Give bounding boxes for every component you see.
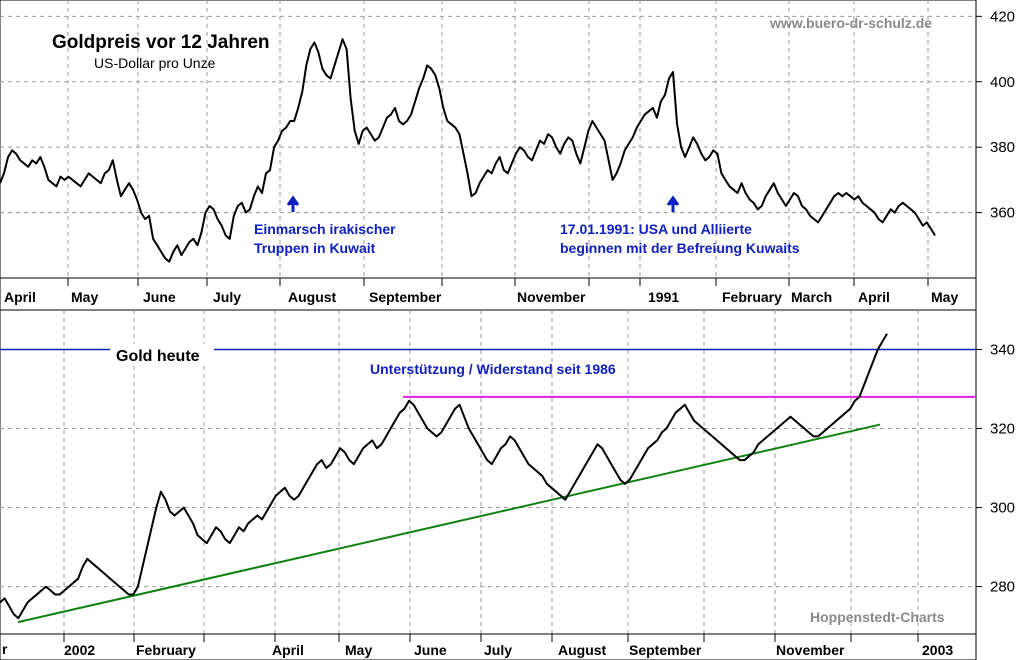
x-tick-label: February: [136, 642, 196, 658]
y-tick-label: 400: [990, 74, 1015, 91]
x-tick-label: May: [71, 289, 98, 305]
x-tick-label: May: [345, 642, 372, 658]
x-tick-label: June: [414, 642, 447, 658]
gold-price-line: [0, 333, 888, 620]
x-tick-label: 1991: [648, 289, 679, 305]
up-arrow-icon: [286, 195, 300, 212]
x-tick-label: February: [722, 289, 782, 305]
x-tick-label: September: [629, 642, 702, 658]
y-tick-label: 300: [990, 500, 1015, 517]
y-tick-label: 280: [990, 579, 1015, 596]
x-tick-label: 2003: [922, 642, 953, 658]
x-tick-label: May: [931, 289, 958, 305]
top-price-series: [0, 38, 936, 263]
bottom-x-fragment: r: [2, 641, 8, 657]
gold-today-label: Gold heute: [116, 348, 200, 365]
x-tick-label: July: [213, 289, 241, 305]
gold-price-line: [0, 38, 936, 263]
website-watermark: www.buero-dr-schulz.de: [769, 15, 932, 31]
x-tick-label: April: [4, 289, 36, 305]
top-x-axis: April May June July August September November 1…: [4, 278, 958, 305]
x-tick-label: 2002: [64, 642, 95, 658]
top-y-axis: 360 380 400 420: [976, 8, 1015, 222]
x-tick-label: June: [143, 289, 176, 305]
bottom-x-axis: 2002 February April May June July August Septem…: [63, 634, 953, 658]
y-tick-label: 320: [990, 421, 1015, 438]
x-tick-label: March: [791, 289, 832, 305]
bottom-chart-panel: 280 300 320 340 2002 February April May June Jul…: [0, 309, 1015, 660]
bottom-gridlines: [0, 310, 976, 634]
liberation-annotation-line2: beginnen mit der Befreiung Kuwaits: [560, 240, 800, 256]
top-x-axis-band: [0, 277, 977, 311]
gold-today-label-bg: [110, 344, 214, 366]
liberation-annotation-line1: 17.01.1991: USA und Alliierte: [560, 221, 752, 237]
support-resistance-label: Unterstützung / Widerstand seit 1986: [370, 361, 616, 377]
y-tick-label: 360: [990, 205, 1015, 222]
y-tick-label: 420: [990, 8, 1015, 25]
event-marker-liberation: 17.01.1991: USA und Alliierte beginnen m…: [560, 195, 800, 256]
invasion-annotation-line2: Truppen in Kuwait: [254, 240, 376, 256]
top-gridlines: [0, 0, 976, 278]
event-marker-invasion: Einmarsch irakischer Truppen in Kuwait: [254, 195, 396, 256]
x-tick-label: April: [858, 289, 890, 305]
x-tick-label: September: [369, 289, 442, 305]
x-tick-label: July: [484, 642, 512, 658]
bottom-price-series: [0, 333, 888, 620]
x-tick-label: November: [776, 642, 845, 658]
chart-title: Goldpreis vor 12 Jahren: [52, 32, 270, 53]
credit-label: Hoppenstedt-Charts: [810, 609, 945, 625]
bottom-x-axis-band: [0, 633, 977, 660]
top-chart-panel: 360 380 400 420 April May June July August Septe…: [0, 0, 1015, 311]
x-tick-label: August: [558, 642, 607, 658]
x-tick-label: April: [272, 642, 304, 658]
invasion-annotation-line1: Einmarsch irakischer: [254, 221, 396, 237]
top-plot-frame: [0, 0, 977, 279]
x-tick-label: November: [517, 289, 586, 305]
x-tick-label: August: [288, 289, 337, 305]
bottom-y-axis: 280 300 320 340: [976, 342, 1015, 596]
y-tick-label: 380: [990, 139, 1015, 156]
up-arrow-icon: [666, 195, 680, 212]
chart-subtitle: US-Dollar pro Unze: [94, 55, 216, 71]
y-tick-label: 340: [990, 342, 1015, 359]
